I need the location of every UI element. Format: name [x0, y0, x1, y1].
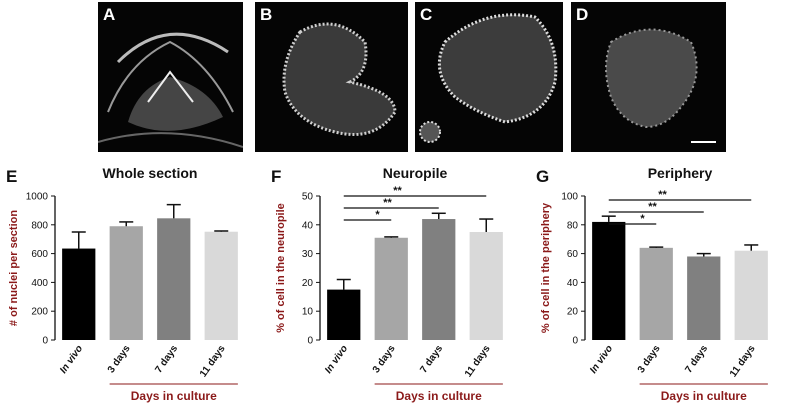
significance-label-f-2: **	[393, 185, 402, 197]
bar-f-1	[374, 237, 408, 340]
bar-g-2	[687, 256, 721, 340]
bar-e-1	[109, 226, 143, 340]
y-tick-label-e-5: 1000	[26, 192, 49, 203]
x-tick-label-e-0: In vivo	[58, 343, 85, 375]
micrograph-c-image	[419, 13, 558, 143]
x-tick-label-e-1: 3 days	[106, 343, 133, 375]
chart-title-e: Whole section	[103, 165, 198, 181]
y-tick-label-f-0: 0	[307, 336, 313, 347]
y-tick-label-g-1: 20	[567, 307, 579, 318]
significance-label-f-1: **	[383, 197, 392, 209]
x-tick-label-g-2: 7 days	[683, 343, 710, 375]
y-tick-label-g-5: 100	[561, 192, 578, 203]
x-tick-label-g-0: In vivo	[588, 343, 615, 375]
x-axis-label-g: Days in culture	[661, 389, 747, 403]
micrograph-d-image	[605, 28, 716, 143]
micrograph-b: B	[255, 2, 408, 152]
micrograph-a-image	[98, 32, 243, 148]
bar-f-3	[469, 232, 503, 340]
chart-g: G Periphery 0 20 40 60 80 100 % of cell in the p…	[530, 160, 795, 408]
x-tick-label-e-3: 11 days	[198, 343, 228, 379]
chart-title-f: Neuropile	[383, 165, 448, 181]
x-tick-label-g-3: 11 days	[728, 343, 758, 379]
y-tick-label-g-4: 80	[567, 220, 579, 231]
chart-e-svg: E Whole section 0 200 400 600 800 1000 # of nucl…	[6, 165, 238, 403]
bar-e-0	[62, 248, 96, 340]
chart-e: E Whole section 0 200 400 600 800 1000 # of nucl…	[0, 160, 265, 408]
panel-label-a: A	[103, 5, 116, 24]
chart-f: F Neuropile 0 10 20 30 40 50 % of cell in the ne…	[265, 160, 530, 408]
bar-g-1	[639, 247, 673, 340]
micrograph-d: D	[571, 2, 726, 152]
x-tick-label-f-2: 7 days	[418, 343, 445, 375]
bar-f-2	[422, 219, 456, 340]
micrograph-c: C	[415, 2, 563, 152]
x-tick-label-f-1: 3 days	[371, 343, 398, 375]
bar-g-3	[734, 250, 768, 340]
x-tick-label-f-3: 11 days	[463, 343, 493, 379]
panel-label-c: C	[420, 5, 433, 24]
chart-f-svg: F Neuropile 0 10 20 30 40 50 % of cell in the ne…	[271, 165, 503, 403]
bar-g-0	[592, 221, 626, 340]
y-tick-label-f-1: 10	[302, 307, 314, 318]
y-tick-label-g-2: 40	[567, 278, 579, 289]
panel-label-d: D	[576, 5, 589, 24]
y-tick-label-f-4: 40	[302, 220, 314, 231]
micrograph-a: A	[98, 2, 243, 152]
panel-label-b: B	[260, 5, 273, 24]
bar-e-3	[204, 231, 238, 340]
y-tick-label-e-2: 400	[31, 278, 48, 289]
x-tick-label-f-0: In vivo	[323, 343, 350, 375]
y-tick-label-e-3: 600	[31, 249, 48, 260]
x-axis-label-f: Days in culture	[396, 389, 482, 403]
panel-label-f: F	[271, 167, 281, 186]
panel-label-e: E	[6, 167, 17, 186]
significance-label-g-2: **	[658, 189, 667, 201]
micrograph-b-image	[282, 22, 397, 136]
y-tick-label-g-3: 60	[567, 249, 579, 260]
bar-e-2	[157, 218, 191, 340]
x-tick-label-g-1: 3 days	[636, 343, 663, 375]
y-tick-label-e-1: 200	[31, 307, 48, 318]
y-tick-label-f-3: 30	[302, 249, 314, 260]
panel-label-g: G	[536, 167, 549, 186]
significance-label-g-0: *	[640, 213, 645, 225]
y-tick-label-f-2: 20	[302, 278, 314, 289]
x-tick-label-e-2: 7 days	[153, 343, 180, 375]
y-axis-label-f: % of cell in the neuropile	[275, 203, 287, 333]
chart-g-svg: G Periphery 0 20 40 60 80 100 % of cell in the p…	[536, 165, 768, 403]
y-tick-label-e-0: 0	[42, 336, 48, 347]
significance-label-f-0: *	[375, 209, 380, 221]
x-axis-label-e: Days in culture	[131, 389, 217, 403]
bar-f-0	[327, 289, 361, 340]
y-tick-label-e-4: 800	[31, 220, 48, 231]
chart-title-g: Periphery	[648, 165, 713, 181]
y-axis-label-g: % of cell in the periphery	[540, 202, 552, 333]
y-tick-label-f-5: 50	[302, 192, 314, 203]
y-axis-label-e: # of nuclei per section	[8, 210, 20, 326]
y-tick-label-g-0: 0	[572, 336, 578, 347]
significance-label-g-1: **	[648, 201, 657, 213]
